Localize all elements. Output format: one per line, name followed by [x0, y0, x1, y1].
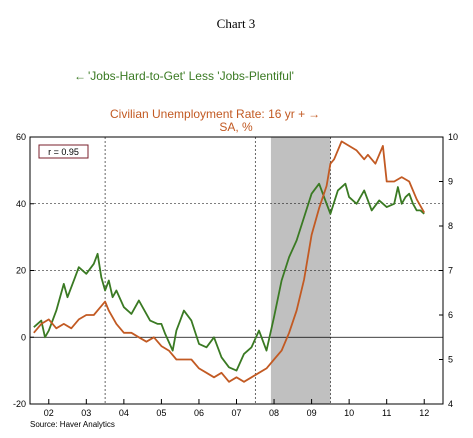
series-line-jobs-hard-to-get [33, 182, 425, 372]
left-axis-tick-label: -20 [13, 399, 26, 409]
correlation-label: r = 0.95 [48, 147, 79, 157]
right-axis-tick-label: 4 [448, 399, 453, 409]
left-series-legend: ← 'Jobs-Hard-to-Get' Less 'Jobs-Plentiful… [74, 69, 294, 83]
x-axis-tick-label: 03 [81, 408, 91, 418]
left-arrow-icon: ← [74, 69, 86, 83]
left-series-label: 'Jobs-Hard-to-Get' Less 'Jobs-Plentiful' [88, 69, 294, 83]
recession-shading [270, 137, 331, 404]
series-line-unemployment-rate [33, 140, 425, 383]
x-axis-tick-label: 09 [307, 408, 317, 418]
x-axis-tick-label: 02 [44, 408, 54, 418]
left-axis-tick-label: 20 [16, 266, 26, 276]
right-axis-tick-label: 6 [448, 310, 453, 320]
chart-title: Chart 3 [217, 16, 256, 31]
right-series-label: Civilian Unemployment Rate: 16 yr + [110, 107, 305, 121]
x-axis-tick-label: 07 [231, 408, 241, 418]
right-axis-tick-label: 9 [448, 177, 453, 187]
right-axis-tick-label: 7 [448, 266, 453, 276]
x-axis-tick-label: 12 [419, 408, 429, 418]
x-axis-tick-label: 11 [382, 408, 391, 418]
left-axis-tick-label: 0 [21, 332, 26, 342]
x-axis-tick-label: 08 [269, 408, 279, 418]
right-axis-tick-label: 8 [448, 221, 453, 231]
x-axis-tick-label: 10 [344, 408, 354, 418]
right-axis-tick-label: 10 [448, 132, 458, 142]
source-note: Source: Haver Analytics [30, 420, 115, 429]
correlation-box [38, 144, 89, 159]
right-arrow-icon: → [308, 107, 320, 121]
x-axis-tick-label: 05 [156, 408, 166, 418]
left-axis-tick-label: 40 [16, 199, 26, 209]
right-series-legend: Civilian Unemployment Rate: 16 yr + → [110, 107, 320, 121]
right-series-label-unit: SA, % [219, 120, 253, 134]
plot-area: -20 0 20 40 60 4 5 6 7 8 9 10 02 03 04 05 06 07 08 09 10 11 12… [13, 132, 458, 418]
x-axis-tick-label: 04 [119, 408, 129, 418]
x-axis-tick-label: 06 [194, 408, 204, 418]
right-axis-tick-label: 5 [448, 355, 453, 365]
left-axis-tick-label: 60 [16, 132, 26, 142]
